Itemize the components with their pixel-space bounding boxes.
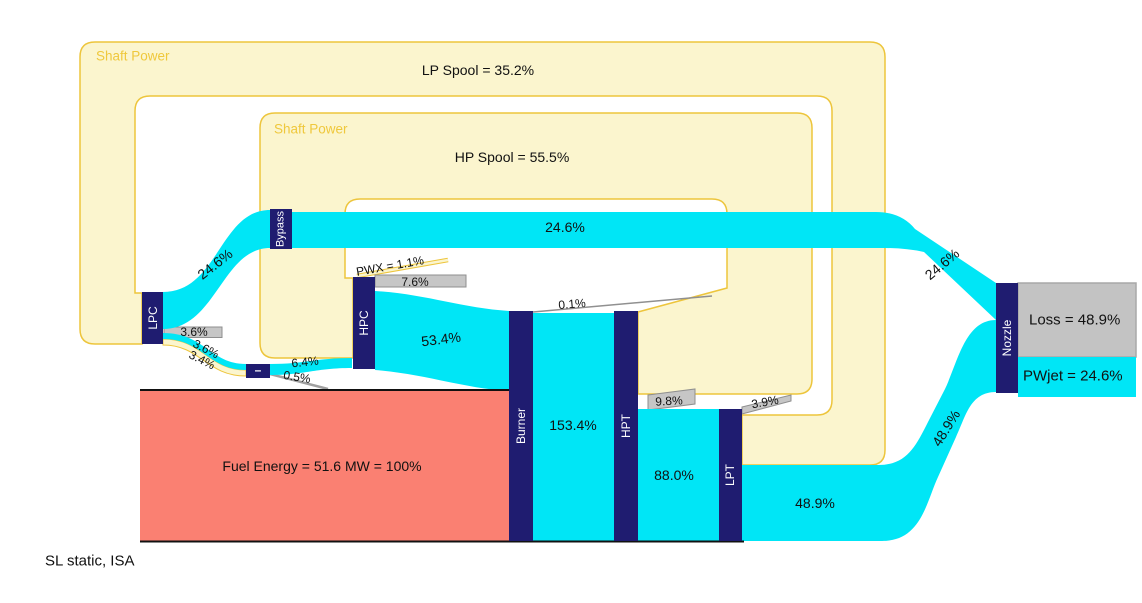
hp-spool-value: HP Spool = 55.5% xyxy=(454,149,570,165)
flow-burner-to-hpt xyxy=(533,313,614,541)
label-lpc-loss: 3.6% xyxy=(180,325,208,339)
flow-leak xyxy=(532,295,713,313)
label-booster-loss: 0.5% xyxy=(282,367,312,387)
node-burner xyxy=(509,311,533,541)
lp-ring-title: Shaft Power xyxy=(96,48,170,64)
node-booster xyxy=(246,364,270,378)
label-leak: 0.1% xyxy=(557,295,587,313)
node-bypass xyxy=(270,209,292,249)
label-bypass-duct: 24.6% xyxy=(545,219,585,235)
pwjet-label: PWjet = 24.6% xyxy=(1023,367,1123,385)
flow-lpt-to-nozzle xyxy=(742,320,996,541)
flow-hpt-to-lpt xyxy=(638,409,719,541)
loss-box xyxy=(1017,282,1137,358)
flow-hpc-to-burner xyxy=(375,291,509,391)
node-label-lpt: LPT xyxy=(723,463,737,487)
lp-spool-value: LP Spool = 35.2% xyxy=(421,62,535,78)
node-label-burner: Burner xyxy=(514,407,528,445)
hp-ring-title: Shaft Power xyxy=(274,121,348,137)
node-hpc xyxy=(353,277,375,369)
node-lpt xyxy=(719,409,742,541)
node-nozzle xyxy=(996,283,1018,393)
node-hpt xyxy=(614,311,638,541)
flow-pwx-core xyxy=(356,258,449,278)
label-booster-to-hpc: 6.4% xyxy=(290,353,320,371)
pwjet-box xyxy=(1018,357,1136,397)
condition-note: SL static, ISA xyxy=(45,552,135,570)
flow-lpc-to-booster xyxy=(163,333,246,370)
node-label-hpc: HPC xyxy=(357,310,371,336)
hp-spool-ring xyxy=(259,112,813,395)
node-lpc xyxy=(142,292,163,344)
loss-label: Loss = 48.9% xyxy=(1029,311,1121,329)
node-label-nozzle: Nozzle xyxy=(1000,319,1014,357)
label-lpt-to-nozzle: 48.9% xyxy=(795,495,835,511)
node-label-booster: – xyxy=(254,363,262,377)
node-label-lpc: LPC xyxy=(146,306,160,330)
flow-booster-loss xyxy=(269,372,329,391)
flow-lpc-loss xyxy=(163,326,223,338)
lp-spool-ring xyxy=(79,41,886,466)
label-hpt-to-lpt: 88.0% xyxy=(654,467,694,483)
flow-bypass-duct-to-nozzle xyxy=(280,212,996,320)
flow-fan-to-bypass xyxy=(163,210,270,329)
label-burner-to-hpt: 153.4% xyxy=(549,417,597,433)
flow-booster-to-hpc xyxy=(270,358,352,375)
fuel-label: Fuel Energy = 51.6 MW = 100% xyxy=(222,458,422,474)
node-label-hpt: HPT xyxy=(619,414,633,438)
flow-hpt-loss xyxy=(647,388,696,411)
fuel-box xyxy=(140,390,510,541)
node-label-bypass: Bypass xyxy=(274,210,287,248)
label-hpc-loss: 7.6% xyxy=(401,275,429,289)
label-hpt-loss: 9.8% xyxy=(654,393,684,409)
